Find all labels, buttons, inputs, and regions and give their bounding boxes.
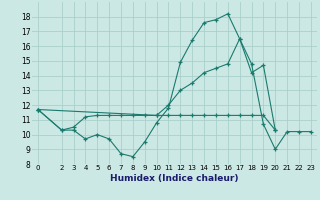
X-axis label: Humidex (Indice chaleur): Humidex (Indice chaleur) — [110, 174, 239, 183]
